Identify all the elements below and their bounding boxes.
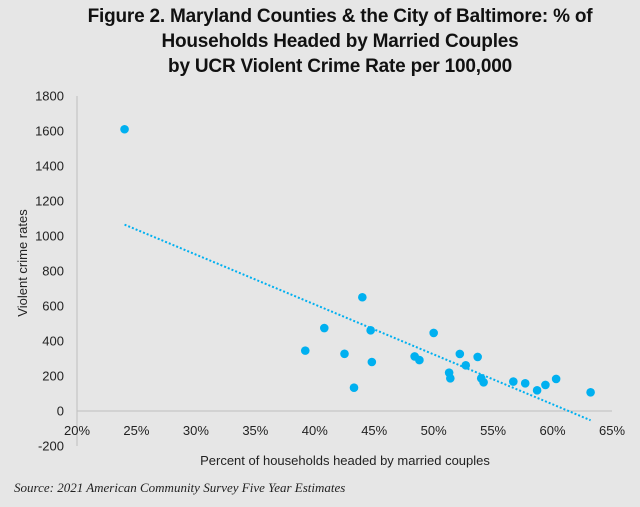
data-point	[551, 374, 561, 384]
x-tick-label: 60%	[540, 423, 566, 438]
chart-title-line-3: by UCR Violent Crime Rate per 100,000	[168, 56, 512, 77]
y-tick-label: 200	[42, 369, 64, 384]
data-point	[319, 323, 329, 333]
data-point	[340, 349, 349, 359]
x-tick-label: 50%	[421, 423, 447, 438]
x-tick-label: 40%	[302, 423, 328, 438]
y-tick-label: -200	[38, 439, 64, 454]
data-point	[429, 328, 438, 338]
y-tick-label: 1200	[35, 194, 64, 209]
data-point	[479, 378, 488, 387]
data-point	[541, 380, 550, 390]
data-points	[120, 124, 595, 397]
x-tick-label: 65%	[599, 423, 625, 438]
data-point	[520, 379, 530, 388]
axes: -200 0 200 400 600 800 1000 1200 1400 1600 1800 20%…	[35, 89, 625, 454]
trendline-group	[124, 223, 591, 422]
x-tick-label: 45%	[361, 423, 387, 438]
y-tick-label: 800	[42, 264, 64, 279]
data-point	[473, 352, 482, 362]
data-point	[300, 346, 310, 355]
x-tick-label: 35%	[242, 423, 268, 438]
y-tick-label: 600	[42, 299, 64, 314]
y-tick-label: 1800	[35, 89, 64, 104]
y-axis-label: Violent crime rates	[15, 209, 30, 317]
x-tick-label: 20%	[64, 423, 90, 438]
y-tick-label: 400	[42, 334, 64, 349]
chart-title-line-2: Households Headed by Married Couples	[161, 31, 519, 52]
data-point	[120, 124, 129, 134]
y-tick-label: 1400	[35, 159, 64, 174]
x-tick-label: 25%	[123, 423, 149, 438]
y-tick-label: 0	[57, 404, 64, 419]
data-point	[349, 383, 359, 393]
data-point	[509, 377, 518, 386]
data-point	[532, 386, 542, 395]
source-note: Source: 2021 American Community Survey F…	[14, 480, 346, 495]
chart-title-line-1: Figure 2. Maryland Counties & the City o…	[87, 6, 593, 27]
data-point	[461, 361, 471, 370]
data-point	[415, 355, 424, 365]
x-tick-label: 55%	[480, 423, 506, 438]
x-tick-label: 30%	[183, 423, 209, 438]
data-point	[455, 349, 465, 359]
x-axis-label: Percent of households headed by married …	[200, 453, 490, 468]
y-tick-label: 1600	[35, 124, 64, 139]
data-point	[366, 326, 375, 335]
data-point	[586, 387, 595, 397]
data-point	[367, 357, 377, 367]
y-tick-label: 1000	[35, 229, 64, 244]
data-point	[446, 373, 455, 383]
chart-title: Figure 2. Maryland Counties & the City o…	[60, 4, 620, 79]
trendline	[124, 223, 591, 422]
data-point	[358, 292, 367, 302]
